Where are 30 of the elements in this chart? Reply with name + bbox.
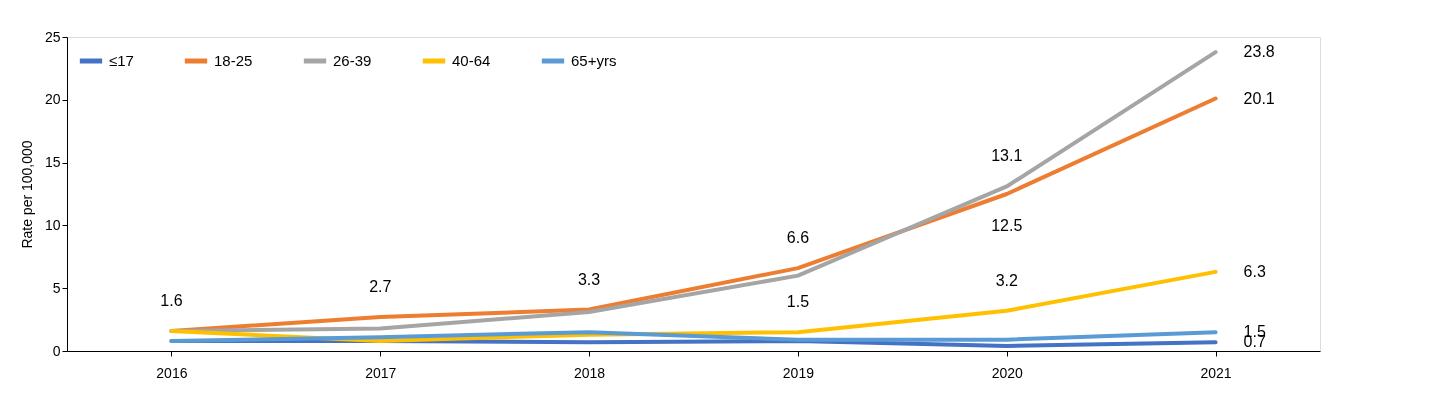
data-label: 6.6 [786,229,810,247]
y-tick-label: 25 [44,28,61,45]
y-tick-label: 20 [44,91,61,108]
data-label: 23.8 [1243,43,1275,61]
y-axis-title: Rate per 100,000 [18,140,35,249]
data-label: 20.1 [1243,89,1275,107]
x-tick-label: 2020 [991,364,1024,381]
data-label: 6.3 [1243,262,1266,280]
data-label: 13.1 [991,147,1023,165]
x-tick-label: 2018 [574,364,606,381]
legend-label: 40-64 [452,52,491,69]
y-tick-label: 5 [52,279,61,296]
x-tick-label: 2017 [365,364,397,381]
data-label: 3.3 [577,270,601,288]
legend-label: ≤17 [109,52,134,69]
y-tick-label: 10 [44,216,61,233]
x-tick-label: 2021 [1200,364,1232,381]
legend-label: 26-39 [333,52,372,69]
y-tick-label: 0 [52,342,61,359]
x-tick-label: 2019 [782,364,815,381]
data-label: 1.5 [786,293,810,311]
data-label: 2.7 [369,278,392,296]
data-label: 1.6 [160,291,183,309]
data-label: 12.5 [991,217,1023,234]
y-tick-label: 15 [44,154,61,171]
legend-label: 18-25 [214,52,253,69]
legend-label: 65+yrs [571,52,617,69]
data-label: 3.2 [995,271,1018,289]
x-tick-label: 2016 [156,364,188,381]
line-series [169,330,1218,343]
